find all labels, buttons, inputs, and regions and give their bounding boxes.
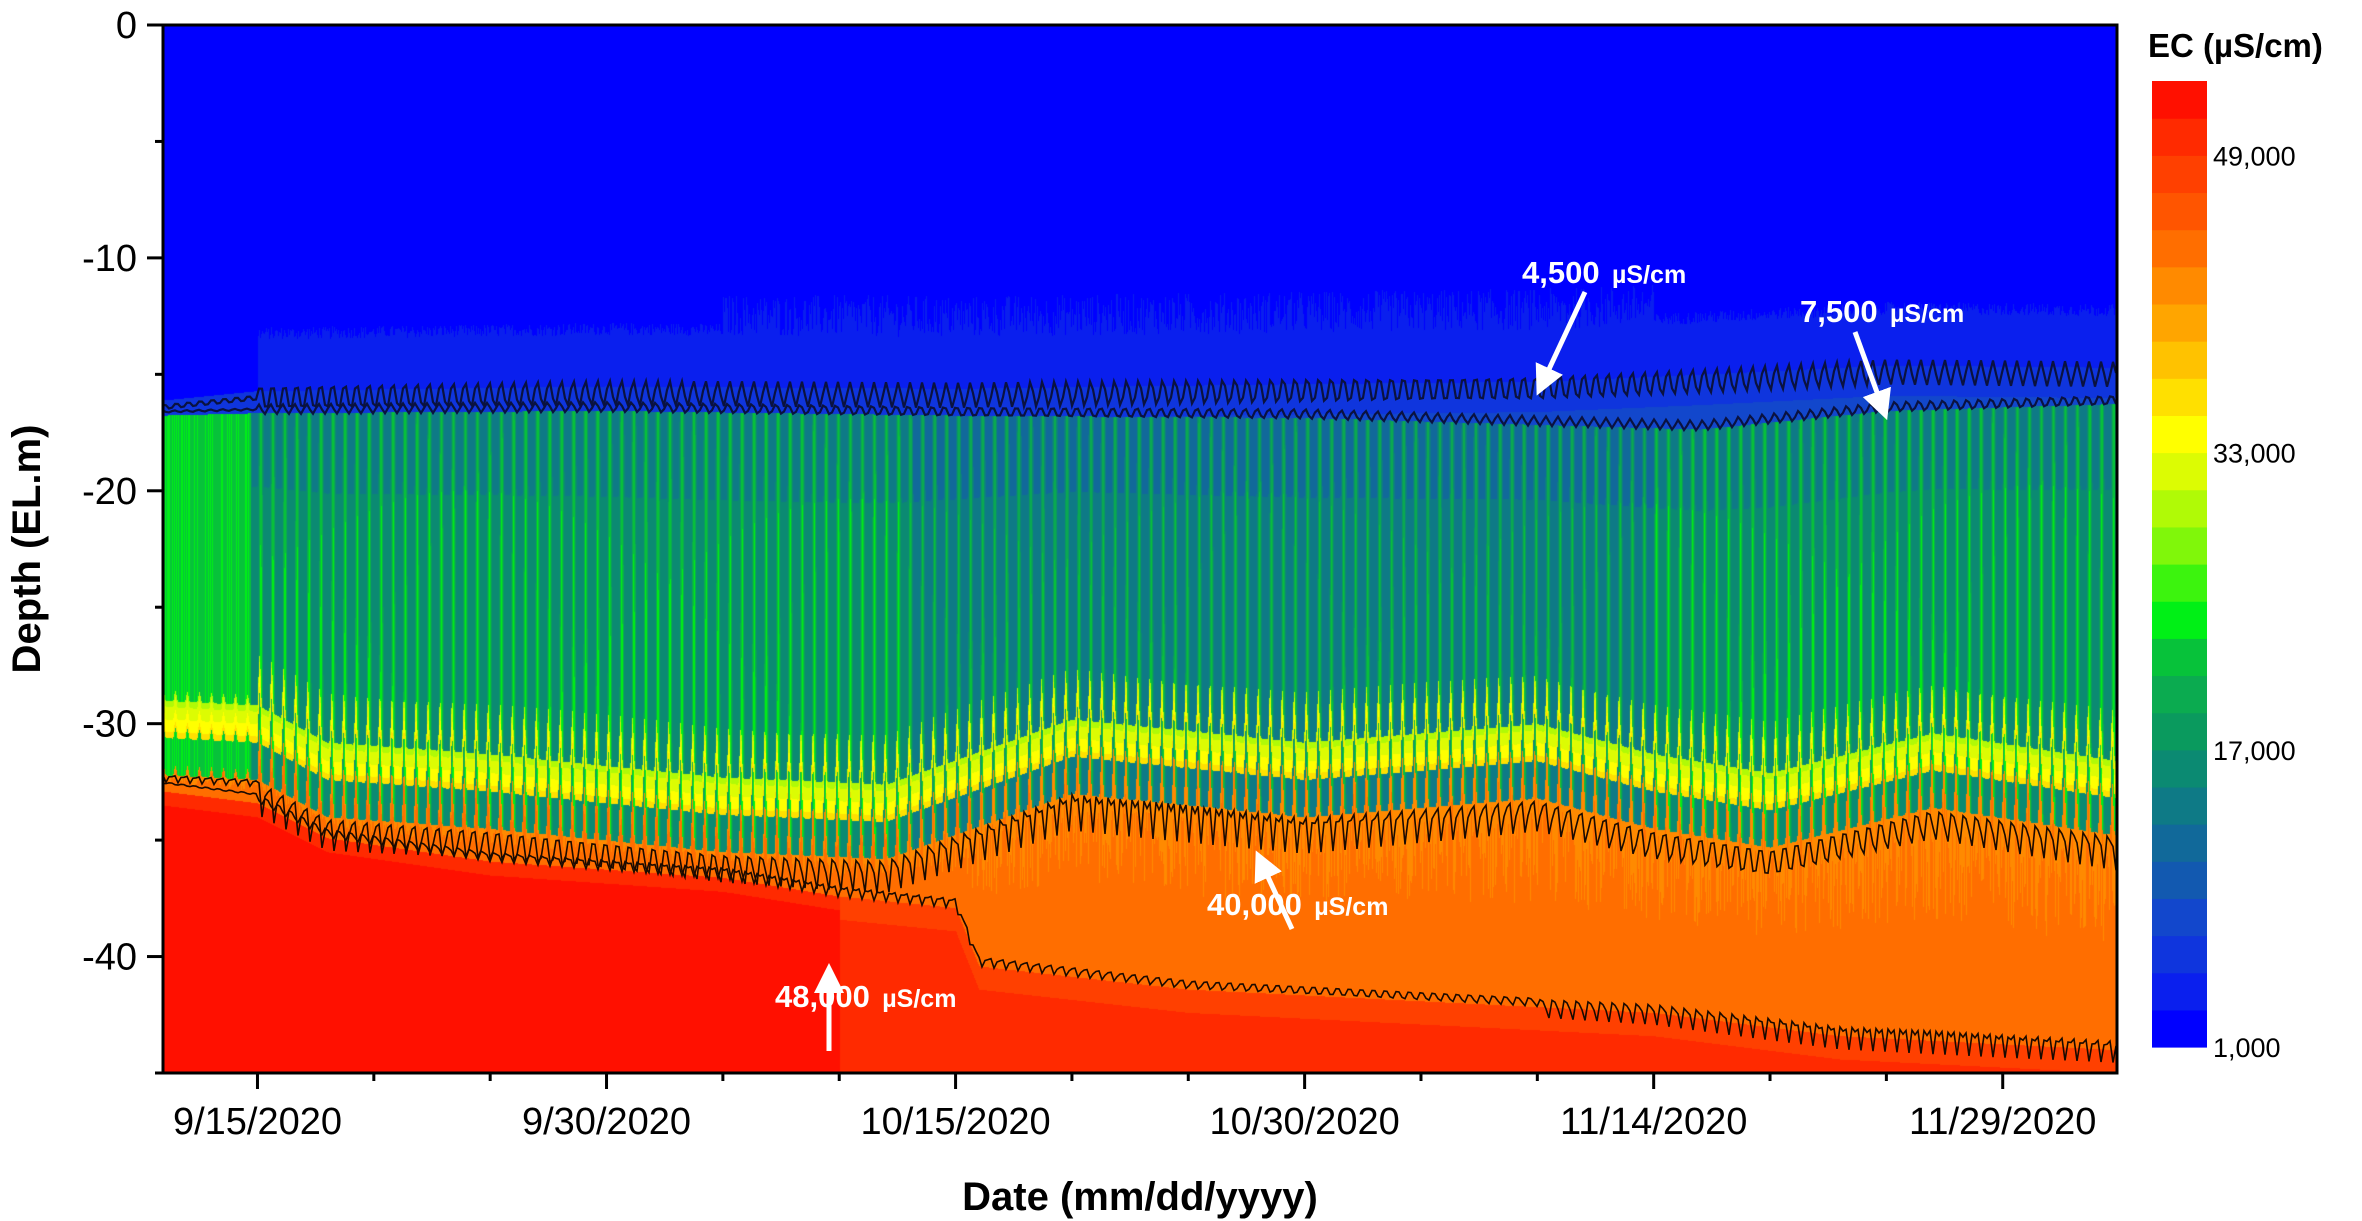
contour-plot-area <box>163 25 2117 1073</box>
colorbar-band <box>2152 712 2207 751</box>
colorbar-band <box>2152 601 2207 639</box>
colorbar-band <box>2152 155 2207 194</box>
colorbar-tick-label: 33,000 <box>2213 439 2296 469</box>
annotation-value: 4,500 <box>1522 255 1600 290</box>
colorbar-tick-label: 17,000 <box>2213 736 2296 766</box>
y-axis-title: Depth (EL.m) <box>5 425 49 674</box>
annotation-unit: µS/cm <box>1890 300 1964 328</box>
x-tick-label: 11/14/2020 <box>1560 1101 1747 1143</box>
x-tick-label: 9/15/2020 <box>173 1101 342 1143</box>
colorbar-tick-label: 1,000 <box>2213 1033 2281 1063</box>
x-tick-label: 10/15/2020 <box>860 1101 1050 1143</box>
x-axis: 9/15/2020 9/30/2020 10/15/2020 10/30/2020 11… <box>173 1073 2096 1143</box>
colorbar-band <box>2152 378 2207 416</box>
plot-frame <box>161 23 2119 1075</box>
colorbar-band <box>2152 192 2207 231</box>
annotation-label: 48,000 µS/cm <box>775 979 956 1014</box>
colorbar-band <box>2152 303 2207 342</box>
colorbar-band <box>2152 81 2207 119</box>
annotation-unit: µS/cm <box>1314 893 1388 921</box>
contour-line-7500 <box>162 395 2118 433</box>
contour-line-4500 <box>162 357 2118 411</box>
colorbar-band <box>2152 266 2207 305</box>
y-tick-label: 0 <box>116 5 137 47</box>
colorbar: 49,000 33,000 17,000 1,000 <box>2152 81 2296 1063</box>
annotation-unit: µS/cm <box>882 985 956 1013</box>
colorbar-band <box>2152 526 2207 565</box>
x-tick-label: 10/30/2020 <box>1210 1101 1400 1143</box>
x-tick-label: 9/30/2020 <box>522 1101 691 1143</box>
colorbar-band <box>2152 638 2207 677</box>
colorbar-band <box>2152 1009 2207 1048</box>
annotation-label: 4,500 µS/cm <box>1522 255 1686 290</box>
colorbar-band <box>2152 564 2207 602</box>
colorbar-band <box>2152 415 2207 454</box>
y-tick-label: -30 <box>82 704 137 746</box>
colorbar-band <box>2152 861 2207 899</box>
colorbar-band <box>2152 935 2207 974</box>
annotation-label: 40,000 µS/cm <box>1207 887 1388 922</box>
contour-lines <box>162 357 2118 1063</box>
annotation-unit: µS/cm <box>1612 261 1686 289</box>
colorbar-band <box>2152 824 2207 862</box>
annotation-label: 7,500 µS/cm <box>1800 294 1964 329</box>
colorbar-tick-label: 49,000 <box>2213 141 2296 171</box>
annotation-arrow <box>1535 290 1588 396</box>
contour-line-40000 <box>162 774 2117 893</box>
annotation-40000: 40,000 µS/cm <box>1207 850 1388 931</box>
y-tick-label: -20 <box>82 471 137 513</box>
colorbar-band <box>2152 489 2207 528</box>
annotation-value: 7,500 <box>1800 294 1878 329</box>
annotation-value: 40,000 <box>1207 887 1302 922</box>
colorbar-band <box>2152 898 2207 937</box>
colorbar-band <box>2152 749 2207 788</box>
y-tick-label: -40 <box>82 937 137 979</box>
colorbar-band <box>2152 118 2207 156</box>
y-tick-label: -10 <box>82 238 137 280</box>
annotation-value: 48,000 <box>775 979 870 1014</box>
annotation-4500: 4,500 µS/cm <box>1522 255 1686 396</box>
annotation-7500: 7,500 µS/cm <box>1800 294 1964 421</box>
colorbar-band <box>2152 229 2207 268</box>
contour-line-48000 <box>162 781 2117 1063</box>
annotation-arrow <box>1254 850 1295 931</box>
annotation-48000: 48,000 µS/cm <box>775 963 956 1051</box>
colorbar-band <box>2152 786 2207 825</box>
x-axis-title: Date (mm/dd/yyyy) <box>962 1175 1318 1219</box>
colorbar-band <box>2152 341 2207 379</box>
colorbar-band <box>2152 675 2207 714</box>
colorbar-band <box>2152 452 2207 491</box>
y-axis: 0 -10 -20 -30 -40 <box>82 5 163 1075</box>
colorbar-band <box>2152 972 2207 1011</box>
annotation-arrow <box>1852 331 1891 421</box>
x-tick-label: 11/29/2020 <box>1909 1101 2096 1143</box>
colorbar-title: EC (µS/cm) <box>2148 27 2323 64</box>
